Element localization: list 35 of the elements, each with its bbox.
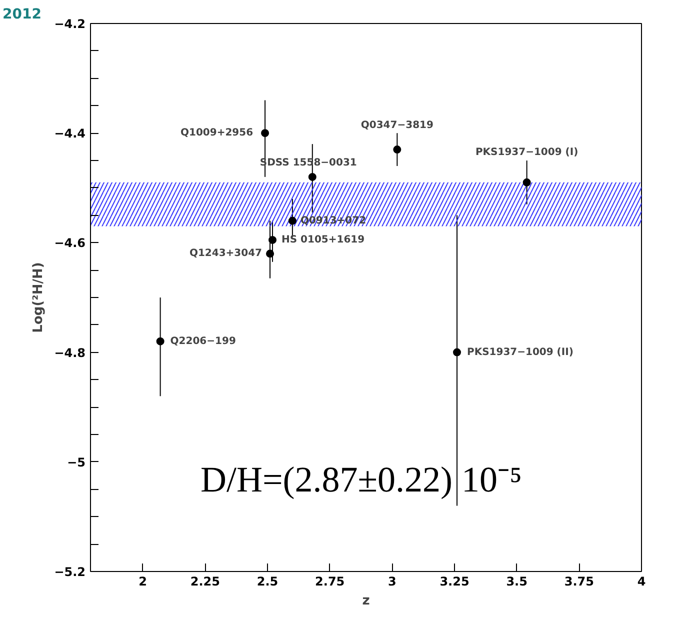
annotation: D/H=(2.87±0.22) 10⁻⁵ (200, 460, 522, 500)
y-axis-title: Log(²H/H) (31, 262, 46, 333)
x-axis-title: z (362, 594, 370, 608)
text: 2012 (2, 6, 42, 22)
point (308, 172, 316, 181)
y-tick-label: −5 (67, 455, 86, 470)
point (268, 236, 277, 244)
point (156, 337, 164, 346)
point (288, 216, 296, 225)
point (522, 178, 531, 186)
annotation: Q1009+2956 (180, 128, 254, 139)
y-tick-label: −4.4 (54, 126, 86, 141)
annotation: PKS1937−1009 (I) (475, 146, 578, 158)
point (453, 348, 461, 356)
y-tick-label: −4.6 (54, 236, 86, 250)
annotation: Q2206−199 (170, 336, 236, 347)
y-tick-label: −4.2 (54, 17, 86, 31)
annotation: Q1243+3047 (189, 248, 262, 260)
x-tick-label: 2.25 (190, 574, 220, 588)
point (261, 129, 270, 138)
x-tick-label: 3.5 (506, 574, 528, 588)
x-tick-label: 3.25 (440, 574, 470, 588)
annotation: PKS1937−1009 (II) (467, 346, 574, 358)
x-tick-label: 2.75 (315, 574, 345, 588)
x-tick-label: 2 (138, 574, 148, 588)
y-tick-label: −4.8 (54, 346, 86, 360)
annotation: HS 0105+1619 (282, 234, 365, 246)
annotation: Q0347−3819 (360, 120, 434, 132)
point (393, 146, 402, 154)
point (266, 250, 274, 258)
x-tick-label: 3 (388, 574, 396, 588)
x-tick-label: 4 (637, 574, 646, 588)
x-tick-label: 3.75 (564, 574, 594, 588)
y-tick-label: −5.2 (54, 565, 86, 579)
x-tick-label: 2.5 (256, 574, 278, 588)
